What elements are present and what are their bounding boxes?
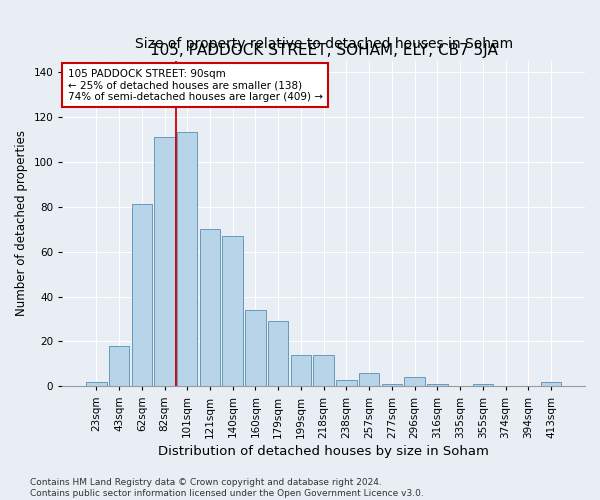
Bar <box>382 384 402 386</box>
Title: 105, PADDOCK STREET, SOHAM, ELY, CB7 5JA: 105, PADDOCK STREET, SOHAM, ELY, CB7 5JA <box>150 43 497 58</box>
Bar <box>404 378 425 386</box>
Bar <box>86 382 107 386</box>
Bar <box>336 380 356 386</box>
Bar <box>427 384 448 386</box>
Bar <box>223 236 243 386</box>
Bar <box>177 132 197 386</box>
Bar <box>541 382 561 386</box>
Text: Contains HM Land Registry data © Crown copyright and database right 2024.
Contai: Contains HM Land Registry data © Crown c… <box>30 478 424 498</box>
Y-axis label: Number of detached properties: Number of detached properties <box>15 130 28 316</box>
Bar <box>200 229 220 386</box>
Bar <box>473 384 493 386</box>
Bar <box>291 355 311 386</box>
Bar <box>245 310 266 386</box>
Text: Size of property relative to detached houses in Soham: Size of property relative to detached ho… <box>134 37 513 51</box>
Bar <box>131 204 152 386</box>
Text: 105 PADDOCK STREET: 90sqm
← 25% of detached houses are smaller (138)
74% of semi: 105 PADDOCK STREET: 90sqm ← 25% of detac… <box>68 68 323 102</box>
X-axis label: Distribution of detached houses by size in Soham: Distribution of detached houses by size … <box>158 444 489 458</box>
Bar <box>268 321 289 386</box>
Bar <box>359 373 379 386</box>
Bar <box>313 355 334 386</box>
Bar <box>154 137 175 386</box>
Bar <box>109 346 129 387</box>
